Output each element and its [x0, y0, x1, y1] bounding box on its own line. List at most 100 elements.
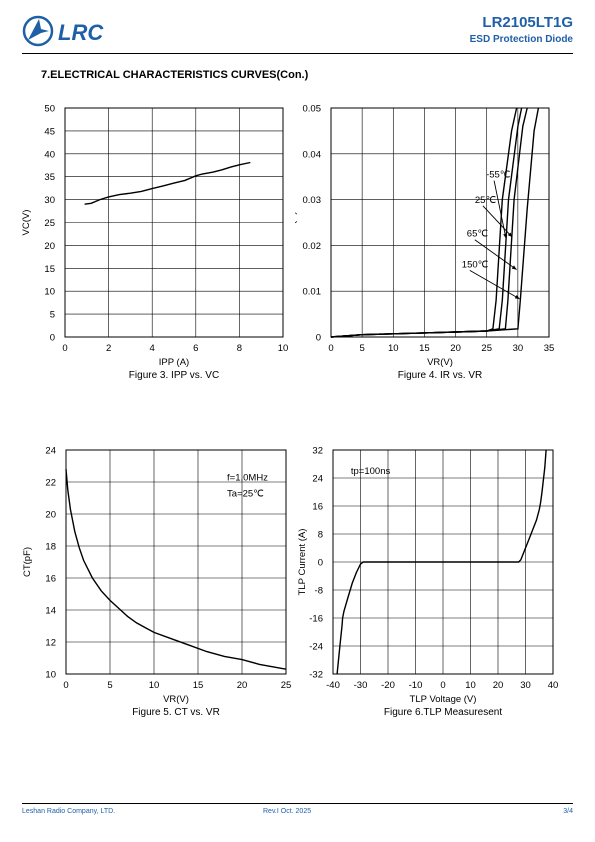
y-tick-label: 0.02 — [303, 241, 322, 252]
y-tick-label: 25 — [44, 218, 55, 229]
footer-company: Leshan Radio Company, LTD. — [22, 808, 116, 815]
chart-ct-vs-vr: 0 5 10 15 20 25 10 12 14 16 18 20 22 24 VR(V) CT(pF) Fig… — [22, 446, 292, 719]
y-tick-label: 10 — [44, 287, 55, 298]
x-tick-label: 10 — [278, 343, 289, 354]
y-axis-label: IR(A) — [295, 211, 298, 233]
annotation-arrow — [469, 269, 520, 300]
y-tick-label: 0 — [318, 558, 323, 569]
y-tick-label: 30 — [44, 195, 55, 206]
y-tick-label: 5 — [50, 310, 55, 321]
footer-divider — [22, 803, 573, 804]
x-tick-label: -40 — [326, 680, 340, 691]
series-line — [330, 107, 528, 338]
y-tick-label: 14 — [45, 606, 56, 617]
y-axis-label: VC(V) — [21, 210, 32, 236]
annotation-label: 65℃ — [467, 229, 489, 240]
x-tick-label: 20 — [237, 680, 248, 691]
arrow-head — [511, 265, 517, 270]
x-tick-label: 30 — [513, 343, 524, 354]
y-tick-label: 16 — [45, 574, 56, 585]
y-tick-label: 20 — [44, 241, 55, 252]
chart-tlp: -40 -30 -20 -10 0 10 20 30 40 -32 -24 -16 -8 0 8 16 24 32… — [297, 446, 559, 719]
lrc-logo-icon: LRC — [22, 15, 104, 47]
plot-frame — [64, 107, 284, 338]
x-tick-label: 30 — [520, 680, 531, 691]
chart-ipp-vs-vc: 0 2 4 6 8 10 0 5 10 15 20 25 30 35 40 45 50 IPP (A) VC(V) F… — [21, 104, 289, 382]
x-axis-label: IPP (A) — [159, 357, 189, 368]
arrow-head — [507, 232, 513, 238]
x-tick-label: 6 — [193, 343, 198, 354]
y-tick-label: 18 — [45, 542, 56, 553]
annotation-label: -55℃ — [486, 170, 511, 181]
y-tick-label: 10 — [45, 670, 56, 681]
annotation-arrow — [482, 205, 513, 238]
y-tick-label: 24 — [312, 474, 323, 485]
footer-page: 3/4 — [563, 808, 573, 815]
part-number: LR2105LT1G — [482, 14, 573, 31]
x-tick-label: 0 — [62, 343, 67, 354]
series-line — [330, 107, 523, 338]
x-tick-label: 25 — [281, 680, 292, 691]
x-axis-label: VR(V) — [427, 357, 453, 368]
y-tick-label: -16 — [309, 614, 323, 625]
x-axis-label: TLP Voltage (V) — [410, 694, 477, 705]
annotation-label: f=1.0MHz — [227, 472, 268, 483]
annotation-arrow — [474, 239, 517, 271]
y-tick-label: 32 — [312, 446, 323, 457]
y-tick-label: 0 — [50, 333, 55, 344]
plot-frame — [332, 449, 554, 675]
x-tick-label: 5 — [107, 680, 112, 691]
x-tick-label: -30 — [354, 680, 368, 691]
y-tick-label: 0.03 — [303, 195, 322, 206]
y-tick-label: 20 — [45, 510, 56, 521]
figure-caption: Figure 4. IR vs. VR — [398, 370, 482, 381]
x-tick-label: 5 — [359, 343, 364, 354]
x-tick-label: 20 — [450, 343, 461, 354]
x-axis-label: VR(V) — [163, 694, 189, 705]
header-divider — [22, 53, 573, 54]
x-tick-label: 10 — [388, 343, 399, 354]
x-tick-label: 4 — [150, 343, 155, 354]
plot-frame — [65, 449, 287, 675]
x-tick-label: 10 — [465, 680, 476, 691]
y-tick-label: 12 — [45, 638, 56, 649]
section-title: 7.ELECTRICAL CHARACTERISTICS CURVES(Con.… — [41, 69, 309, 81]
y-tick-label: -32 — [309, 670, 323, 681]
x-tick-label: -20 — [381, 680, 395, 691]
x-tick-label: 8 — [237, 343, 242, 354]
x-tick-label: 0 — [63, 680, 68, 691]
x-tick-label: 35 — [544, 343, 555, 354]
annotation-label: 150℃ — [462, 259, 489, 270]
figure-caption: Figure 5. CT vs. VR — [132, 707, 220, 718]
x-tick-label: 15 — [419, 343, 430, 354]
figure-caption: Figure 6.TLP Measuresent — [384, 707, 502, 718]
series-line — [330, 107, 540, 338]
y-tick-label: -8 — [315, 586, 323, 597]
y-tick-label: 16 — [312, 502, 323, 513]
figure-caption: Figure 3. IPP vs. VC — [129, 370, 219, 381]
x-tick-label: 40 — [548, 680, 559, 691]
annotation-label: tp=100ns — [351, 466, 391, 477]
logo: LRC — [22, 15, 118, 47]
x-tick-label: 10 — [149, 680, 160, 691]
series-line — [84, 161, 251, 205]
arrow-head — [514, 295, 520, 299]
x-tick-label: 15 — [193, 680, 204, 691]
series-line — [336, 449, 547, 675]
y-tick-label: 50 — [44, 104, 55, 115]
annotation-label: Ta=25℃ — [227, 488, 264, 499]
y-tick-label: -24 — [309, 642, 323, 653]
y-tick-label: 15 — [44, 264, 55, 275]
y-axis-label: TLP Current (A) — [297, 529, 308, 596]
y-tick-label: 45 — [44, 126, 55, 137]
series-line — [65, 469, 287, 670]
y-tick-label: 0.05 — [303, 104, 322, 115]
x-tick-label: 0 — [440, 680, 445, 691]
logo-text: LRC — [58, 20, 104, 45]
y-tick-label: 0.01 — [303, 287, 322, 298]
x-tick-label: -10 — [409, 680, 423, 691]
y-tick-label: 40 — [44, 149, 55, 160]
chart-ir-vs-vr: 0 5 10 15 20 25 30 35 0 0.01 0.02 0.03 0.04 0.05 VR(V)… — [295, 104, 555, 382]
x-tick-label: 20 — [493, 680, 504, 691]
annotation-label: 25℃ — [475, 195, 497, 206]
